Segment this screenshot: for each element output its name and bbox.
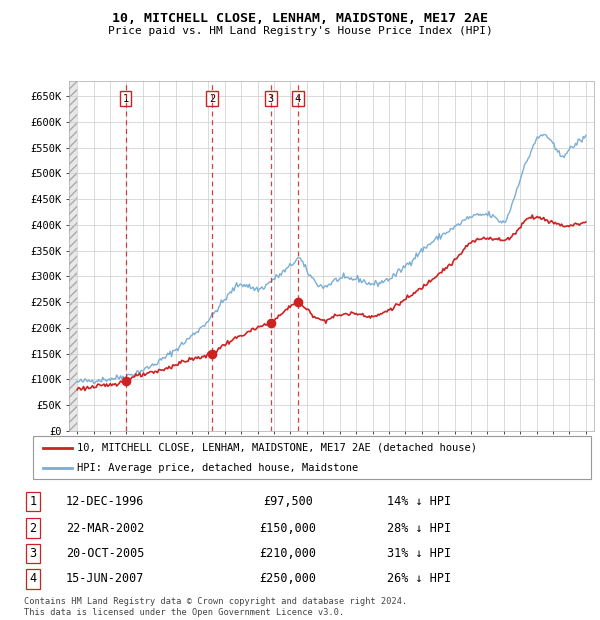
Text: HPI: Average price, detached house, Maidstone: HPI: Average price, detached house, Maid… (77, 463, 358, 473)
Text: £210,000: £210,000 (260, 547, 317, 560)
Text: 4: 4 (29, 572, 37, 585)
Text: 14% ↓ HPI: 14% ↓ HPI (387, 495, 451, 508)
Text: 3: 3 (268, 94, 274, 104)
Text: 15-JUN-2007: 15-JUN-2007 (66, 572, 144, 585)
Text: 4: 4 (295, 94, 301, 104)
Text: 2: 2 (29, 521, 37, 534)
Text: £97,500: £97,500 (263, 495, 313, 508)
Text: 1: 1 (122, 94, 129, 104)
Text: 1: 1 (29, 495, 37, 508)
Text: £150,000: £150,000 (260, 521, 317, 534)
Bar (69, 81, 77, 431)
Text: 20-OCT-2005: 20-OCT-2005 (66, 547, 144, 560)
Text: £250,000: £250,000 (260, 572, 317, 585)
Text: Price paid vs. HM Land Registry's House Price Index (HPI): Price paid vs. HM Land Registry's House … (107, 26, 493, 36)
FancyBboxPatch shape (33, 436, 591, 479)
Text: Contains HM Land Registry data © Crown copyright and database right 2024.
This d: Contains HM Land Registry data © Crown c… (24, 598, 407, 617)
Text: 12-DEC-1996: 12-DEC-1996 (66, 495, 144, 508)
Text: 28% ↓ HPI: 28% ↓ HPI (387, 521, 451, 534)
Text: 31% ↓ HPI: 31% ↓ HPI (387, 547, 451, 560)
Text: 3: 3 (29, 547, 37, 560)
Text: 10, MITCHELL CLOSE, LENHAM, MAIDSTONE, ME17 2AE (detached house): 10, MITCHELL CLOSE, LENHAM, MAIDSTONE, M… (77, 443, 476, 453)
Text: 22-MAR-2002: 22-MAR-2002 (66, 521, 144, 534)
Text: 10, MITCHELL CLOSE, LENHAM, MAIDSTONE, ME17 2AE: 10, MITCHELL CLOSE, LENHAM, MAIDSTONE, M… (112, 12, 488, 25)
Text: 2: 2 (209, 94, 215, 104)
Text: 26% ↓ HPI: 26% ↓ HPI (387, 572, 451, 585)
